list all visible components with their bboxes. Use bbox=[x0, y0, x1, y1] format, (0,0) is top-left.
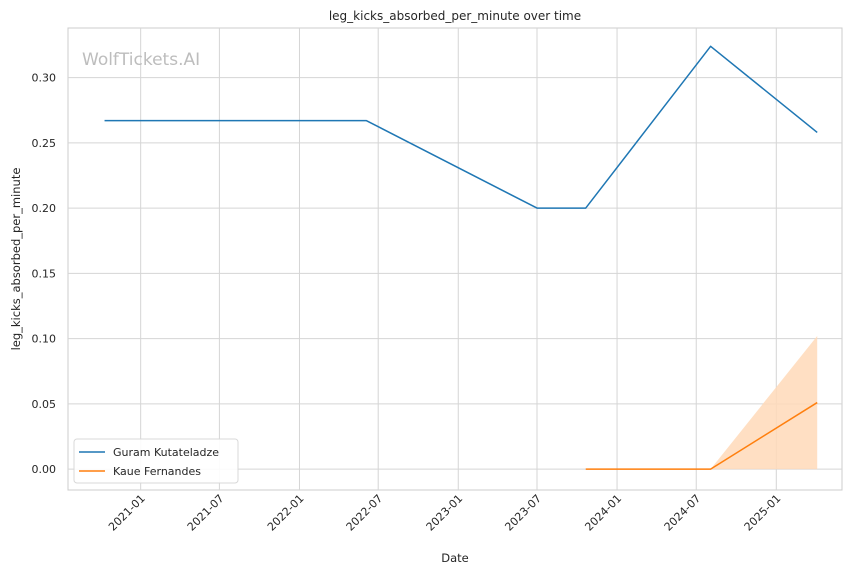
x-tick-label: 2022-01 bbox=[265, 492, 307, 534]
legend-box bbox=[73, 438, 239, 484]
x-tick-label: 2025-01 bbox=[742, 492, 784, 534]
x-tick-label: 2023-01 bbox=[424, 492, 466, 534]
legend: Guram Kutateladze Kaue Fernandes bbox=[73, 438, 239, 484]
y-tick-label: 0.30 bbox=[32, 72, 57, 85]
y-tick-label: 0.15 bbox=[32, 267, 57, 280]
y-tick-label: 0.20 bbox=[32, 202, 57, 215]
y-tick-label: 0.10 bbox=[32, 333, 57, 346]
x-tick-label: 2024-07 bbox=[662, 492, 704, 534]
series-lines bbox=[104, 45, 818, 470]
y-tick-label: 0.05 bbox=[32, 398, 57, 411]
confidence-band-2 bbox=[585, 336, 818, 470]
y-axis-label: leg_kicks_absorbed_per_minute bbox=[9, 168, 23, 351]
confidence-bands bbox=[585, 336, 818, 470]
x-axis-label: Date bbox=[441, 551, 469, 565]
series-line-2 bbox=[585, 401, 818, 470]
legend-label-kaue: Kaue Fernandes bbox=[113, 465, 201, 478]
x-tick-label: 2021-07 bbox=[185, 492, 227, 534]
x-axis-ticks: 2021-01 2021-07 2022-01 2022-07 2023-01 2023-… bbox=[106, 492, 783, 534]
plot-background bbox=[67, 27, 843, 491]
series-line-1 bbox=[104, 45, 818, 209]
x-tick-label: 2022-07 bbox=[344, 492, 386, 534]
watermark: WolfTickets.AI bbox=[82, 50, 200, 70]
x-tick-label: 2023-07 bbox=[502, 492, 544, 534]
chart-title: leg_kicks_absorbed_per_minute over time bbox=[329, 9, 581, 23]
legend-label-guram: Guram Kutateladze bbox=[113, 446, 219, 459]
x-tick-label: 2024-01 bbox=[582, 492, 624, 534]
y-axis-ticks: 0.00 0.05 0.10 0.15 0.20 0.25 0.30 bbox=[32, 72, 57, 477]
y-tick-label: 0.00 bbox=[32, 463, 57, 476]
y-tick-label: 0.25 bbox=[32, 137, 57, 150]
x-tick-label: 2021-01 bbox=[106, 492, 148, 534]
